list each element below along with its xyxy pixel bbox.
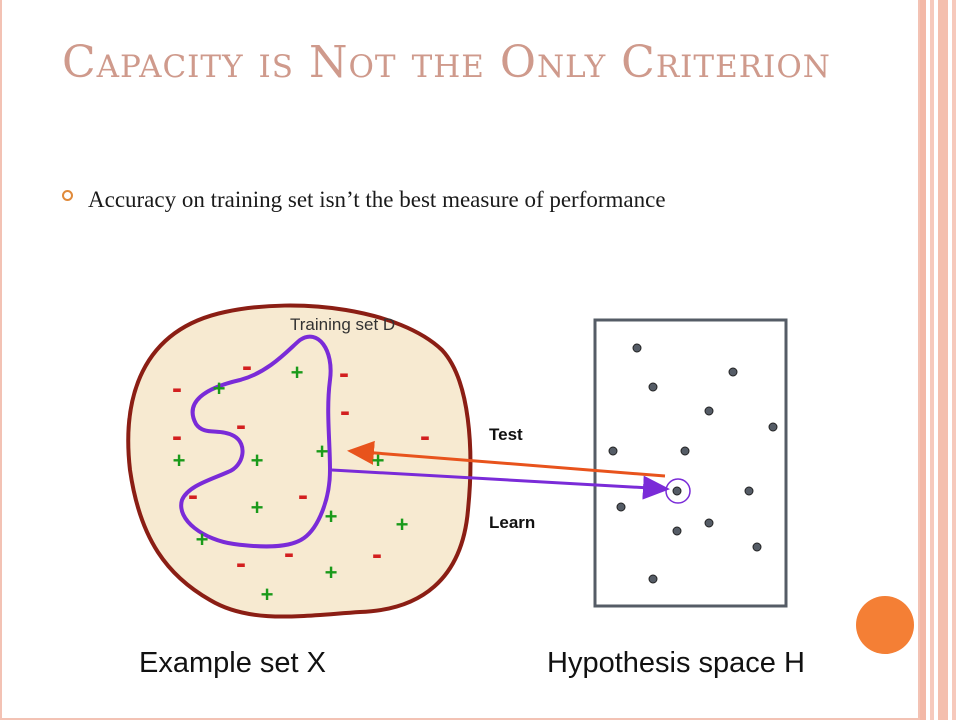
- hypothesis-dot: [648, 382, 658, 392]
- hypothesis-dots: [608, 343, 778, 584]
- plus-sign: +: [316, 439, 329, 464]
- hypothesis-space-box: [593, 318, 788, 608]
- minus-sign: -: [188, 479, 198, 512]
- hypothesis-dot: [704, 518, 714, 528]
- plus-sign: +: [196, 527, 209, 552]
- hypothesis-dot: [768, 422, 778, 432]
- plus-sign: +: [251, 495, 264, 520]
- minus-sign: -: [236, 409, 246, 442]
- hypothesis-region: [179, 334, 333, 549]
- hypothesis-dot: [608, 446, 618, 456]
- hypothesis-dot: [728, 367, 738, 377]
- training-set-label: Training set D: [290, 315, 395, 334]
- minus-sign: -: [340, 395, 350, 428]
- minus-sign: -: [236, 547, 246, 580]
- minus-sign: -: [172, 372, 182, 405]
- hypothesis-dot: [672, 526, 682, 536]
- hypothesis-dot: [752, 542, 762, 552]
- negative-examples: - - - - - - - - - - - -: [172, 350, 430, 580]
- plus-sign: +: [261, 582, 274, 607]
- minus-sign: -: [372, 538, 382, 571]
- plus-sign: +: [251, 448, 264, 473]
- plus-sign: +: [396, 512, 409, 537]
- learn-label: Learn: [489, 513, 535, 532]
- hypothesis-dot: [672, 486, 682, 496]
- minus-sign: -: [298, 479, 308, 512]
- hypothesis-dot: [744, 486, 754, 496]
- plus-sign: +: [173, 448, 186, 473]
- minus-sign: -: [242, 350, 252, 383]
- plus-sign: +: [291, 360, 304, 385]
- positive-examples: + + + + + + + + + + + +: [173, 360, 409, 607]
- accent-circle: [856, 596, 914, 654]
- bullet-text: Accuracy on training set isn’t the best …: [88, 187, 666, 212]
- hypothesis-space-label: Hypothesis space H: [547, 647, 805, 679]
- hypothesis-dot: [616, 502, 626, 512]
- test-arrow: [347, 440, 666, 478]
- hypothesis-dot: [648, 574, 658, 584]
- test-label: Test: [489, 425, 523, 444]
- plus-sign: +: [372, 448, 385, 473]
- hypothesis-dot: [704, 406, 714, 416]
- decorative-stripes: [920, 0, 960, 720]
- hypothesis-dot: [632, 343, 642, 353]
- example-set-label: Example set X: [139, 647, 326, 679]
- minus-sign: -: [284, 537, 294, 570]
- bullet-icon: [62, 190, 73, 201]
- plus-sign: +: [325, 560, 338, 585]
- title-text: Capacity is Not the Only Criterion: [62, 37, 831, 88]
- plus-sign: +: [213, 376, 226, 401]
- minus-sign: -: [172, 420, 182, 453]
- minus-sign: -: [339, 357, 349, 390]
- hypothesis-dot: [680, 446, 690, 456]
- learn-arrow: [331, 468, 670, 500]
- slide-frame: [0, 0, 920, 720]
- minus-sign: -: [420, 420, 430, 453]
- slide-title: Capacity is Not the Only Criterion: [62, 36, 862, 90]
- plus-sign: +: [325, 504, 338, 529]
